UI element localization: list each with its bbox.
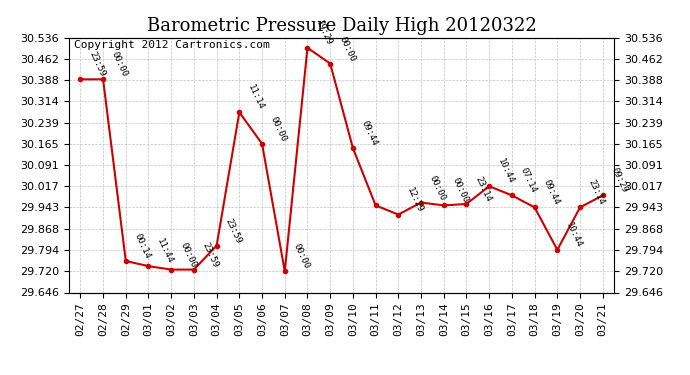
Text: 00:00: 00:00 bbox=[110, 50, 130, 78]
Text: 19:29: 19:29 bbox=[315, 19, 334, 47]
Text: 07:14: 07:14 bbox=[519, 166, 538, 195]
Text: 00:00: 00:00 bbox=[337, 34, 357, 63]
Text: 00:00: 00:00 bbox=[428, 174, 448, 202]
Text: 00:00: 00:00 bbox=[292, 242, 311, 270]
Text: 09:44: 09:44 bbox=[360, 119, 380, 147]
Title: Barometric Pressure Daily High 20120322: Barometric Pressure Daily High 20120322 bbox=[147, 16, 536, 34]
Text: 23:14: 23:14 bbox=[587, 178, 607, 207]
Text: 10:44: 10:44 bbox=[564, 221, 584, 249]
Text: 23:59: 23:59 bbox=[88, 50, 107, 78]
Text: 00:00: 00:00 bbox=[451, 177, 470, 205]
Text: 09:29: 09:29 bbox=[610, 166, 629, 195]
Text: 23:14: 23:14 bbox=[473, 175, 493, 203]
Text: 10:44: 10:44 bbox=[496, 157, 515, 185]
Text: 00:14: 00:14 bbox=[132, 232, 152, 260]
Text: 23:59: 23:59 bbox=[224, 217, 243, 245]
Text: Copyright 2012 Cartronics.com: Copyright 2012 Cartronics.com bbox=[75, 40, 270, 50]
Text: 09:44: 09:44 bbox=[542, 178, 561, 207]
Text: 00:00: 00:00 bbox=[269, 115, 288, 143]
Text: 11:14: 11:14 bbox=[246, 83, 266, 111]
Text: 11:44: 11:44 bbox=[155, 237, 175, 266]
Text: 12:29: 12:29 bbox=[405, 186, 425, 214]
Text: 00:00: 00:00 bbox=[178, 241, 197, 269]
Text: 23:59: 23:59 bbox=[201, 241, 220, 269]
